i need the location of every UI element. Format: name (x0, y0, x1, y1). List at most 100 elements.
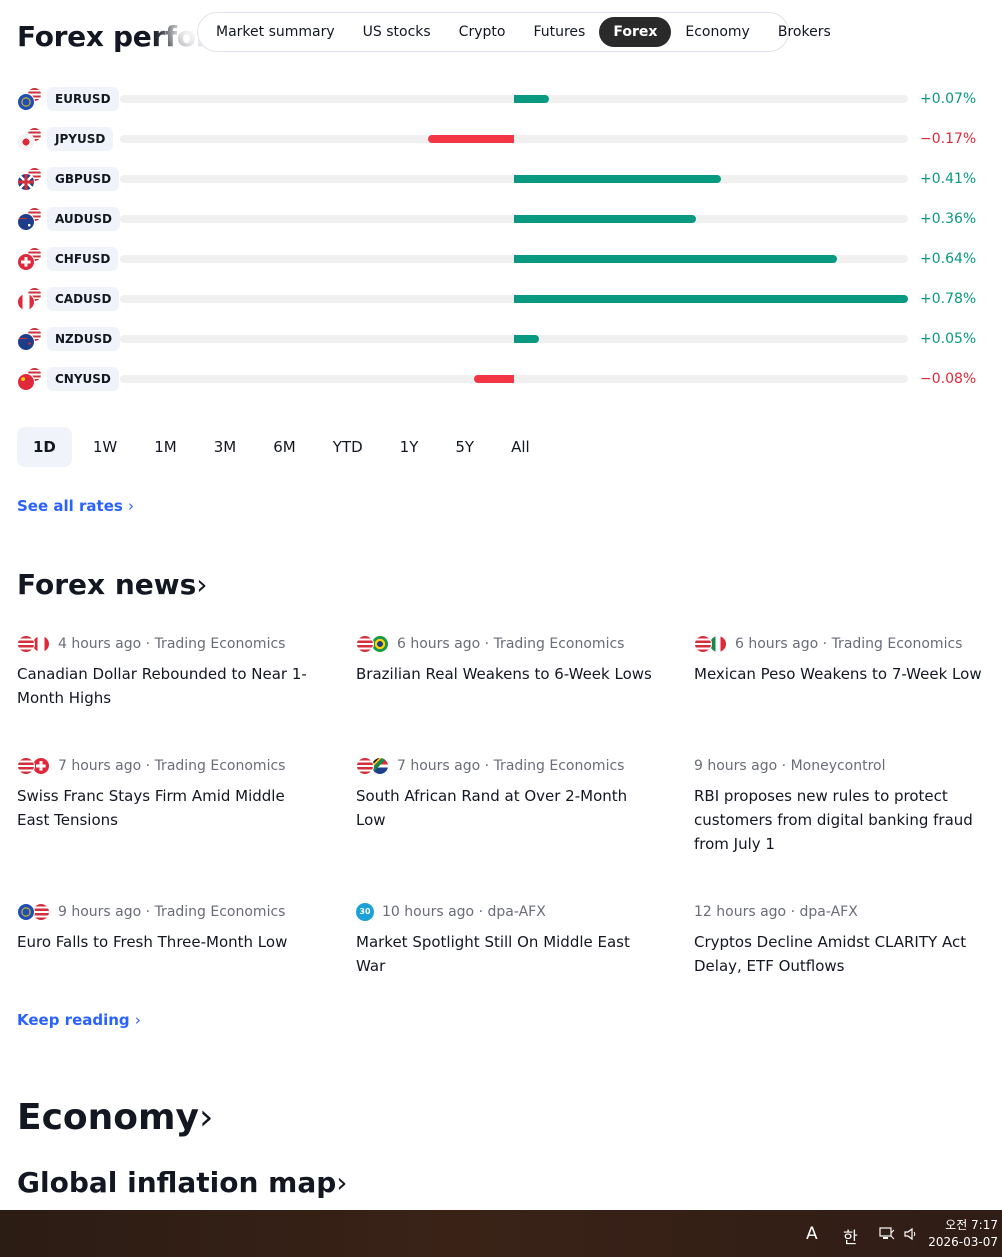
separator: · (790, 904, 796, 920)
news-time: 7 hours ago (397, 758, 481, 774)
perf-row-cnyusd[interactable]: CNYUSD −0.08% (17, 367, 977, 391)
period-1y[interactable]: 1Y (399, 438, 419, 456)
symbol-label[interactable]: EURUSD (47, 87, 119, 111)
period-5y[interactable]: 5Y (455, 438, 475, 456)
news-title[interactable]: RBI proposes new rules to protect custom… (694, 787, 973, 853)
period-all[interactable]: All (511, 438, 530, 456)
perf-row-eurusd[interactable]: EURUSD +0.07% (17, 87, 977, 111)
volume-icon[interactable] (903, 1226, 919, 1241)
symbol-label[interactable]: CNYUSD (47, 367, 119, 391)
economy-heading[interactable]: Economy› (17, 1097, 213, 1138)
news-time: 10 hours ago (382, 904, 475, 920)
symbol-label[interactable]: AUDUSD (47, 207, 120, 231)
ime-mode-latin[interactable]: A (806, 1224, 818, 1244)
clock-time: 오전 7:17 (945, 1218, 998, 1232)
period-1m[interactable]: 1M (154, 438, 177, 456)
perf-row-cadusd[interactable]: CADUSD +0.78% (17, 287, 977, 311)
keep-reading-link[interactable]: Keep reading › (17, 1011, 141, 1029)
symbol-label[interactable]: CHFUSD (47, 247, 119, 271)
bar-track (120, 375, 908, 383)
chevron-right-icon: › (196, 568, 208, 601)
news-source: Trading Economics (154, 758, 286, 774)
period-6m[interactable]: 6M (273, 438, 296, 456)
news-item[interactable]: 7 hours ago · Trading Economics Swiss Fr… (17, 756, 317, 832)
us-flag-icon (694, 635, 712, 653)
news-title[interactable]: Swiss Franc Stays Firm Amid Middle East … (17, 787, 285, 829)
change-value: +0.36% (920, 211, 977, 227)
performance-bar (514, 95, 550, 103)
chevron-right-icon: › (134, 1011, 141, 1029)
eu-flag-icon (17, 93, 35, 111)
news-item[interactable]: 6 hours ago · Trading Economics Mexican … (694, 634, 994, 686)
news-item[interactable]: 12 hours ago · dpa-AFX Cryptos Decline A… (694, 902, 994, 978)
change-value: +0.05% (920, 331, 977, 347)
news-title[interactable]: Market Spotlight Still On Middle East Wa… (356, 933, 630, 975)
nz-flag-icon (17, 333, 35, 351)
news-title[interactable]: Brazilian Real Weakens to 6-Week Lows (356, 665, 652, 683)
news-title[interactable]: Mexican Peso Weakens to 7-Week Low (694, 665, 982, 683)
separator: · (484, 636, 490, 652)
news-item[interactable]: 4 hours ago · Trading Economics Canadian… (17, 634, 317, 710)
period-1w[interactable]: 1W (92, 438, 118, 456)
tab-market-summary[interactable]: Market summary (216, 24, 335, 40)
news-item[interactable]: 30 10 hours ago · dpa-AFX Market Spotligh… (356, 902, 656, 978)
symbol-label[interactable]: NZDUSD (47, 327, 121, 351)
clock-date: 2026-03-07 (928, 1235, 998, 1249)
gb-flag-icon (17, 173, 35, 191)
news-item[interactable]: 9 hours ago · Moneycontrol RBI proposes … (694, 756, 994, 856)
news-item[interactable]: 6 hours ago · Trading Economics Brazilia… (356, 634, 656, 686)
separator: · (478, 904, 484, 920)
network-icon[interactable] (879, 1226, 895, 1240)
news-source: dpa-AFX (799, 904, 858, 920)
period-ytd[interactable]: YTD (332, 438, 363, 456)
period-3m[interactable]: 3M (213, 438, 237, 456)
tab-brokers[interactable]: Brokers (777, 24, 831, 40)
news-source: Trading Economics (154, 636, 286, 652)
ch-flag-icon (32, 757, 50, 775)
news-source: dpa-AFX (487, 904, 546, 920)
symbol-label[interactable]: GBPUSD (47, 167, 120, 191)
tab-us-stocks[interactable]: US stocks (362, 24, 431, 40)
separator: · (822, 636, 828, 652)
period-1d[interactable]: 1D (17, 427, 72, 467)
separator: · (484, 758, 490, 774)
ime-mode-korean[interactable]: 한 (843, 1228, 858, 1247)
tab-economy[interactable]: Economy (685, 24, 750, 40)
news-time: 9 hours ago (694, 758, 778, 774)
news-item[interactable]: 9 hours ago · Trading Economics Euro Fal… (17, 902, 317, 954)
tab-futures[interactable]: Futures (533, 24, 586, 40)
us-flag-icon (356, 635, 374, 653)
taskbar: A 한 오전 7:17 2026-03-07 (0, 1210, 1002, 1257)
perf-row-jpyusd[interactable]: JPYUSD −0.17% (17, 127, 977, 151)
chevron-right-icon: › (128, 497, 135, 515)
perf-row-nzdusd[interactable]: NZDUSD +0.05% (17, 327, 977, 351)
keep-reading-label: Keep reading (17, 1011, 130, 1029)
news-time: 6 hours ago (397, 636, 481, 652)
inflation-map-heading[interactable]: Global inflation map› (17, 1166, 348, 1199)
tab-forex[interactable]: Forex (599, 17, 672, 47)
us-flag-icon (17, 635, 35, 653)
perf-row-gbpusd[interactable]: GBPUSD +0.41% (17, 167, 977, 191)
news-title[interactable]: Cryptos Decline Amidst CLARITY Act Delay… (694, 933, 967, 975)
news-item[interactable]: 7 hours ago · Trading Economics South Af… (356, 756, 656, 832)
news-title[interactable]: Canadian Dollar Rebounded to Near 1-Mont… (17, 665, 307, 707)
see-all-rates-link[interactable]: See all rates › (17, 497, 134, 515)
symbol-label[interactable]: CADUSD (47, 287, 120, 311)
tab-crypto[interactable]: Crypto (458, 24, 506, 40)
news-source: Moneycontrol (790, 758, 886, 774)
news-title[interactable]: South African Rand at Over 2-Month Low (356, 787, 628, 829)
news-source: Trading Economics (493, 636, 625, 652)
ca-flag-icon (17, 293, 35, 311)
perf-row-audusd[interactable]: AUDUSD +0.36% (17, 207, 977, 231)
change-value: +0.07% (920, 91, 977, 107)
forex-news-title: Forex news (17, 568, 197, 601)
performance-bar (514, 295, 908, 303)
perf-row-chfusd[interactable]: CHFUSD +0.64% (17, 247, 977, 271)
symbol-label[interactable]: JPYUSD (47, 127, 114, 151)
news-time: 6 hours ago (735, 636, 819, 652)
clock[interactable]: 오전 7:17 2026-03-07 (928, 1217, 998, 1251)
forex-news-heading[interactable]: Forex news› (17, 568, 208, 601)
news-title[interactable]: Euro Falls to Fresh Three-Month Low (17, 933, 288, 951)
news-time: 9 hours ago (58, 904, 142, 920)
change-value: −0.17% (920, 131, 977, 147)
